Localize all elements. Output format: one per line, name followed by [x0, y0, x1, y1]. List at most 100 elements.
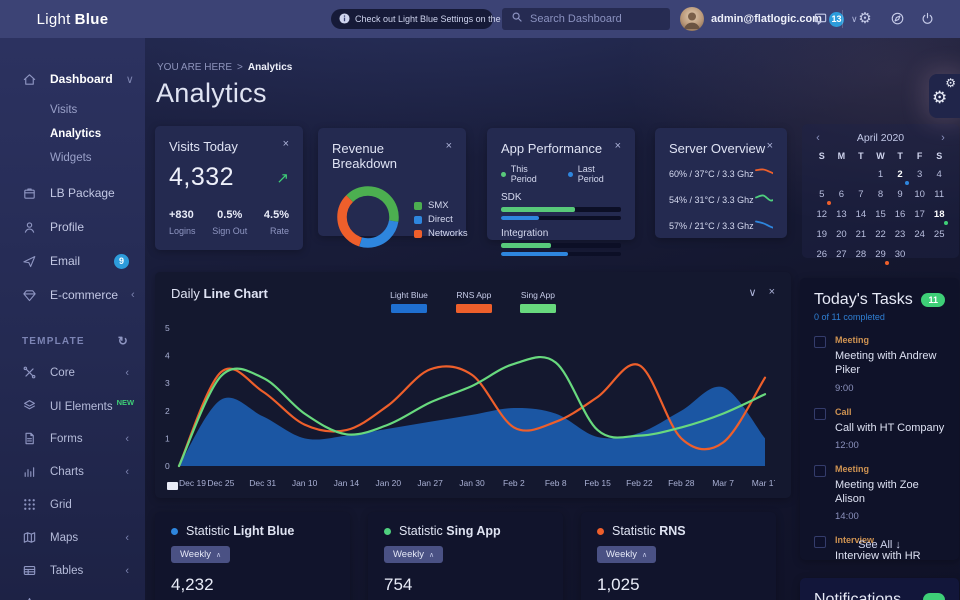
close-icon[interactable]: × [614, 140, 621, 152]
sidebar-item-item[interactable] [0, 587, 145, 600]
close-icon[interactable]: × [445, 140, 452, 152]
calendar-day-29[interactable]: 29 [871, 245, 891, 265]
calendar-next-icon[interactable]: › [941, 132, 945, 144]
avatar[interactable] [680, 7, 704, 31]
calendar-day-22[interactable]: 22 [875, 229, 886, 240]
task-item: Meeting Meeting with Zoe Alison 14:00 [814, 464, 945, 522]
line-chart: 0 1 2 3 4 5 Dec 19 Dec 25 Dec 31 Jan 10 Jan 14 Jan … [159, 316, 778, 507]
task-checkbox[interactable] [814, 536, 826, 549]
sidebar-item-e-commerce[interactable]: E-commerce ‹ [0, 278, 145, 312]
calendar-day-13[interactable]: 13 [836, 209, 847, 220]
svg-text:Dec 19: Dec 19 [179, 478, 206, 488]
sidebar-item-email[interactable]: Email 9 [0, 244, 145, 278]
calendar-day-9[interactable]: 9 [897, 189, 903, 200]
template-section-header: TEMPLATE ↻ [22, 334, 129, 348]
arrow-down-icon: ↓ [895, 539, 901, 551]
logout-icon[interactable] [919, 11, 935, 27]
sidebar-item-grid[interactable]: Grid [0, 488, 145, 521]
collapse-icon[interactable]: ∨ [748, 287, 757, 299]
sidebar-item-lb-package[interactable]: LB Package [0, 176, 145, 210]
search-box[interactable] [502, 8, 672, 30]
sidebar-item-dashboard[interactable]: Dashboard ∨ [0, 62, 145, 96]
calendar-day-header: W [876, 151, 885, 161]
sidebar-item-forms[interactable]: Forms ‹ [0, 422, 145, 455]
notice-text: Check out Light Blue Settings on the rig… [355, 14, 524, 24]
theme-settings-button[interactable]: ⚙ ⚙ [929, 74, 960, 118]
calendar-day-14[interactable]: 14 [855, 209, 867, 220]
support-icon[interactable] [889, 11, 905, 27]
period-select[interactable]: Weekly ∧ [171, 546, 231, 563]
search-input[interactable] [530, 13, 672, 25]
calendar-day-10[interactable]: 10 [914, 189, 925, 200]
calendar-day-17[interactable]: 17 [914, 209, 925, 220]
refresh-icon[interactable]: ↻ [117, 334, 129, 348]
period-select[interactable]: Weekly ∧ [384, 546, 444, 563]
task-checkbox[interactable] [814, 464, 826, 477]
logo-bold: Blue [74, 10, 109, 28]
calendar-day-3[interactable]: 3 [916, 169, 923, 180]
chevron-left-icon: ‹ [125, 432, 129, 445]
home-icon [22, 72, 37, 87]
close-icon[interactable]: × [768, 286, 775, 298]
sidebar-item-tables[interactable]: Tables ‹ [0, 554, 145, 587]
calendar-day-7[interactable]: 7 [858, 189, 864, 200]
calendar-day-16[interactable]: 16 [894, 209, 906, 220]
performance-bars: SDK Integration [501, 192, 621, 256]
metric-integration: Integration [501, 228, 621, 256]
calendar-day-21[interactable]: 21 [855, 229, 867, 240]
close-icon[interactable]: × [282, 138, 289, 150]
calendar-day-19[interactable]: 19 [816, 229, 828, 240]
calendar-day-25[interactable]: 25 [933, 229, 945, 240]
user-icon [22, 220, 37, 235]
chevron-up-icon: ∧ [215, 551, 222, 559]
calendar-day-1[interactable]: 1 [877, 169, 884, 180]
calendar-day-11[interactable]: 11 [934, 189, 945, 200]
task-item: Call Call with HT Company 12:00 [814, 407, 945, 451]
sidebar-subitem-analytics[interactable]: Analytics [50, 128, 102, 140]
messages-icon[interactable] [812, 11, 828, 27]
settings-icon[interactable]: ⚙ [858, 10, 872, 27]
calendar-day-12[interactable]: 12 [816, 209, 828, 220]
sidebar-item-maps[interactable]: Maps ‹ [0, 521, 145, 554]
calendar-day-20[interactable]: 20 [836, 229, 847, 240]
sidebar-item-charts[interactable]: Charts ‹ [0, 455, 145, 488]
sidebar-item-profile[interactable]: Profile [0, 210, 145, 244]
metric-sdk: SDK [501, 192, 621, 220]
calendar-day-26[interactable]: 26 [816, 249, 828, 260]
calendar-day-23[interactable]: 23 [894, 229, 906, 240]
calendar-day-27[interactable]: 27 [836, 249, 847, 260]
calendar-day-5[interactable]: 5 [812, 185, 832, 205]
sidebar-item-core[interactable]: Core ‹ [0, 356, 145, 389]
stat-title: Statistic RNS [612, 524, 686, 538]
task-checkbox[interactable] [814, 407, 826, 420]
calendar-day-6[interactable]: 6 [838, 189, 844, 200]
user-menu[interactable]: admin@flatlogic.com 13 ∨ [680, 0, 858, 38]
calendar-day-2[interactable]: 2 [890, 165, 910, 185]
calendar-day-4[interactable]: 4 [936, 169, 942, 180]
calendar-day-18[interactable]: 18 [929, 205, 949, 225]
svg-text:Feb 8: Feb 8 [545, 478, 567, 488]
task-checkbox[interactable] [814, 336, 826, 348]
calendar-widget: ‹ April 2020 › S M T W T F S 1 2 3 4 5 6 7 8 9 10 11 12 13 1… [802, 124, 959, 265]
legend-item-last-period: Last Period [568, 164, 621, 184]
calendar-day-header: F [916, 151, 923, 161]
calendar-day-8[interactable]: 8 [877, 189, 884, 200]
calendar-prev-icon[interactable]: ‹ [816, 132, 820, 144]
app-logo[interactable]: Light Blue [0, 0, 145, 38]
server-overview-widget: Server Overview × 60% / 37°C / 3.3 Ghz 5… [655, 128, 787, 238]
divider [842, 10, 843, 28]
period-select[interactable]: Weekly ∧ [597, 546, 657, 563]
see-all-button[interactable]: See All ↓ [858, 539, 901, 551]
calendar-day-24[interactable]: 24 [914, 229, 925, 240]
calendar-day-28[interactable]: 28 [855, 249, 867, 260]
close-icon[interactable]: × [766, 140, 773, 152]
sidebar-subitem-visits[interactable]: Visits [50, 104, 78, 116]
calendar-day-30[interactable]: 30 [894, 249, 906, 260]
breadcrumb-current: Analytics [247, 62, 293, 73]
widget-title: Daily Line Chart [171, 286, 268, 301]
chart-scroll-handle[interactable] [167, 482, 178, 490]
calendar-day-15[interactable]: 15 [875, 209, 886, 220]
svg-text:Feb 2: Feb 2 [503, 478, 525, 488]
sidebar-subitem-widgets[interactable]: Widgets [50, 152, 92, 164]
